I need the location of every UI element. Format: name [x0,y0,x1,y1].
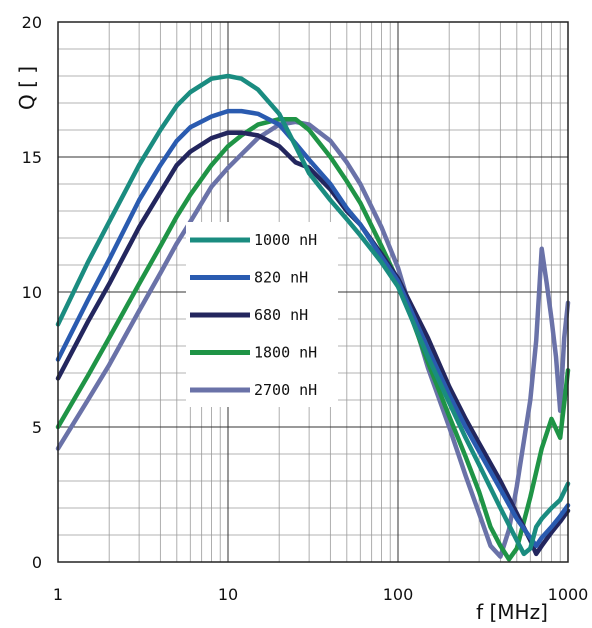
series-line-820-nh [55,108,571,549]
y-tick-labels: 0 5 10 15 20 [22,13,42,572]
x-tick-label: 10 [218,585,238,604]
x-tick-label: 100 [383,585,414,604]
x-tick-label: 1 [53,585,63,604]
series-line-1000-nh [55,73,571,557]
y-tick-label: 15 [22,148,42,167]
plot-area-border [57,21,569,563]
y-tick-label: 0 [32,553,42,572]
legend-label: 1000 nH [254,231,317,249]
legend: 1000 nH 820 nH 680 nH 1800 nH 2700 nH [186,222,338,407]
x-tick-label: 1000 [548,585,589,604]
x-tick-labels: 1 10 100 1000 [53,585,588,604]
y-tick-label: 5 [32,418,42,437]
legend-label: 1800 nH [254,344,317,362]
y-axis-title: Q [ ] [15,66,39,110]
legend-label: 820 nH [254,269,308,287]
y-tick-label: 20 [22,13,42,32]
series-line-1800-nh [55,116,571,562]
x-axis-title: f [MHz] [476,600,548,624]
legend-label: 680 nH [254,306,308,324]
y-tick-label: 10 [22,283,42,302]
legend-label: 2700 nH [254,381,317,399]
